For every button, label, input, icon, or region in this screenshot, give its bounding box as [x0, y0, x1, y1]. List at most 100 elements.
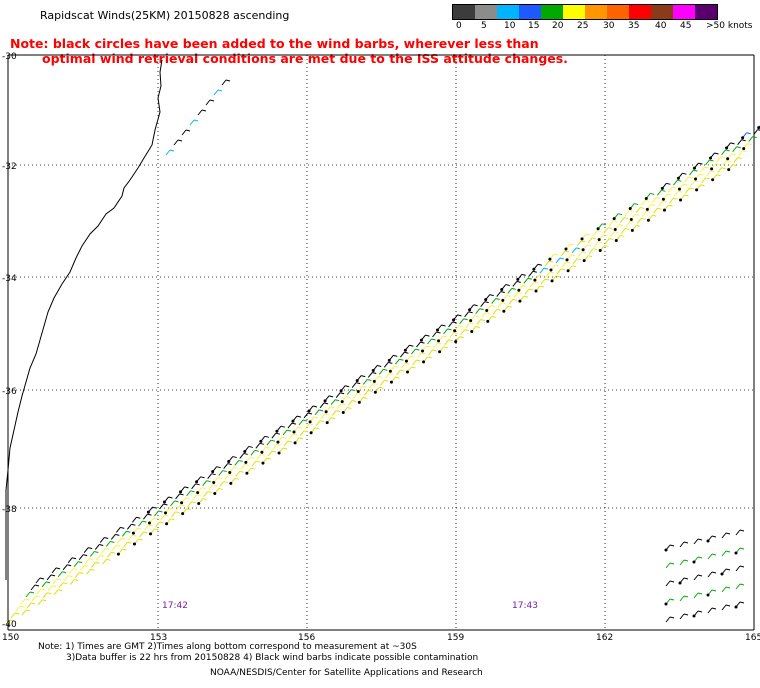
- lat-label: -38: [2, 505, 17, 515]
- wind-barb: [308, 416, 319, 424]
- wind-barb: [436, 324, 446, 332]
- wind-barb: [41, 581, 51, 588]
- wind-barb: [68, 568, 78, 574]
- scale-label: 25: [577, 21, 589, 31]
- wind-barb: [362, 378, 372, 385]
- wind-barb: [396, 369, 405, 376]
- wind-barb: [707, 553, 717, 560]
- wind-barb: [644, 192, 655, 200]
- wind-barb: [529, 281, 539, 288]
- wind-barb: [175, 493, 184, 500]
- wind-barb: [139, 531, 148, 538]
- wind-barb: [401, 362, 410, 369]
- wind-barb: [347, 399, 357, 406]
- wind-barb: [508, 298, 517, 305]
- wind-barb: [266, 439, 276, 446]
- wind-barb: [646, 214, 657, 222]
- wind-barb: [191, 483, 200, 490]
- wind-barb: [221, 79, 231, 86]
- wind-barb: [625, 220, 635, 227]
- wind-barb: [85, 568, 95, 575]
- wind-barb: [21, 609, 31, 616]
- wind-barb: [298, 419, 308, 426]
- wind-barb: [735, 529, 745, 536]
- wind-barb: [10, 612, 20, 619]
- wind-barb: [293, 437, 304, 445]
- scale-swatch: [453, 5, 475, 19]
- wind-barb: [664, 544, 675, 552]
- wind-speed-color-scale: [452, 4, 718, 20]
- wind-barb: [721, 586, 731, 593]
- wind-barb: [384, 372, 394, 379]
- wind-barb: [685, 187, 694, 194]
- scale-swatch: [673, 5, 695, 19]
- wind-barb: [709, 152, 719, 160]
- wind-barb: [132, 538, 143, 546]
- wind-barb: [181, 129, 191, 136]
- wind-barb: [138, 520, 147, 527]
- footer-note-2: 3)Data buffer is 22 hrs from 20150828 4)…: [66, 653, 479, 663]
- wind-barb: [700, 166, 709, 173]
- wind-barb: [240, 463, 249, 470]
- wind-barb: [669, 197, 678, 204]
- wind-barb: [319, 402, 329, 409]
- wind-barb: [25, 591, 35, 598]
- wind-barb: [211, 466, 221, 474]
- scale-label: 5: [481, 21, 487, 31]
- wind-barb: [468, 304, 478, 312]
- wind-barb: [330, 399, 340, 406]
- wind-barb: [394, 358, 404, 365]
- red-note-line-1: Note: black circles have been added to t…: [10, 36, 539, 51]
- wind-barb: [428, 349, 437, 356]
- wind-barb: [243, 445, 253, 453]
- wind-barb: [15, 605, 25, 612]
- wind-barb: [251, 460, 261, 467]
- wind-barb: [513, 291, 522, 298]
- wind-barb: [37, 599, 47, 606]
- wind-barb: [229, 477, 239, 485]
- wind-barb: [492, 308, 501, 315]
- wind-barb: [203, 491, 212, 497]
- wind-barb: [555, 257, 565, 264]
- wind-barb: [287, 422, 297, 429]
- wind-barb: [679, 613, 689, 620]
- wind-barb: [57, 571, 67, 578]
- wind-barb: [73, 561, 83, 567]
- wind-barb: [544, 260, 554, 267]
- wind-barb: [207, 473, 216, 479]
- wind-barb: [388, 365, 399, 373]
- wind-barb: [693, 574, 703, 581]
- wind-barb: [115, 526, 125, 533]
- footer-note-1: Note: 1) Times are GMT 2)Times along bot…: [38, 642, 417, 652]
- wind-barb: [485, 305, 495, 313]
- wind-barb: [116, 537, 126, 544]
- wind-barb: [596, 223, 607, 231]
- wind-barb: [411, 348, 420, 355]
- wind-barb: [181, 508, 191, 516]
- wind-barb: [123, 541, 132, 548]
- wind-barb: [417, 352, 426, 359]
- wind-barb: [459, 318, 468, 325]
- wind-barb: [234, 459, 243, 466]
- lat-label: -30: [2, 52, 17, 62]
- wind-barb: [449, 332, 458, 339]
- wind-barb: [679, 595, 689, 602]
- wind-barb: [528, 270, 537, 277]
- wind-barb: [111, 544, 121, 551]
- wind-barb: [693, 538, 703, 545]
- wind-barb: [259, 435, 269, 443]
- scale-swatch: [475, 5, 497, 19]
- wind-barb: [684, 176, 693, 183]
- wind-barb: [276, 436, 287, 444]
- wind-barb: [630, 224, 641, 232]
- wind-barb: [679, 541, 689, 548]
- wind-barb: [255, 442, 264, 449]
- wind-barb: [733, 157, 742, 163]
- wind-barb: [416, 341, 425, 348]
- wind-barb: [79, 565, 89, 571]
- wind-barb: [588, 248, 598, 254]
- wind-barb: [717, 167, 726, 174]
- wind-barb: [496, 291, 505, 297]
- wind-barb: [89, 551, 99, 557]
- wind-barb: [368, 382, 378, 389]
